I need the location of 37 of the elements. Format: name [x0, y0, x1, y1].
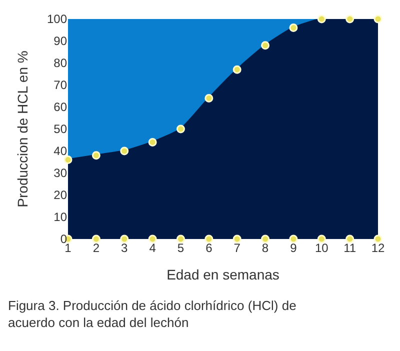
x-tick-label: 1	[64, 241, 72, 255]
y-axis-title: Produccion de HCL en %	[14, 50, 31, 208]
x-axis-title: Edad en semanas	[166, 266, 280, 282]
x-tick-label: 10	[314, 241, 329, 255]
point	[204, 234, 214, 244]
point	[148, 234, 157, 244]
point	[232, 234, 242, 244]
y-tick-label: 90	[54, 34, 68, 48]
y-tick-label: 60	[54, 100, 68, 114]
x-tick-label: 5	[177, 241, 184, 255]
point	[346, 234, 354, 244]
y-tick-label: 70	[54, 78, 68, 92]
x-tick-label: 3	[121, 241, 128, 255]
x-tick-label: 7	[234, 241, 241, 255]
point	[289, 234, 298, 244]
point	[261, 234, 270, 244]
y-tick-label: 10	[54, 210, 68, 224]
x-tick-label: 11	[344, 241, 356, 255]
y-tick-label: 50	[54, 122, 68, 136]
y-tick-label: 80	[54, 56, 68, 70]
point	[317, 234, 326, 244]
y-tick-label: 20	[54, 188, 68, 202]
y-tick-label: 40	[54, 144, 68, 158]
point	[120, 234, 129, 244]
point	[374, 234, 382, 244]
point	[176, 234, 185, 244]
text: Figura 3. Producción de ácido clorhídrico (HCl) de acuerdo con la edad del lechón	[8, 298, 296, 330]
y-tick-label: 30	[54, 166, 68, 180]
x-tick-label: 12	[371, 241, 385, 255]
x-tick-label: 9	[290, 241, 298, 255]
y-tick-label: 100	[46, 12, 68, 26]
point	[92, 234, 100, 244]
x-tick-label: 8	[262, 241, 269, 255]
x-tick-label: 6	[206, 241, 213, 255]
y-tick-label: 0	[60, 232, 68, 246]
x-tick-label: 2	[92, 241, 100, 255]
x-tick-label: 4	[149, 241, 156, 255]
